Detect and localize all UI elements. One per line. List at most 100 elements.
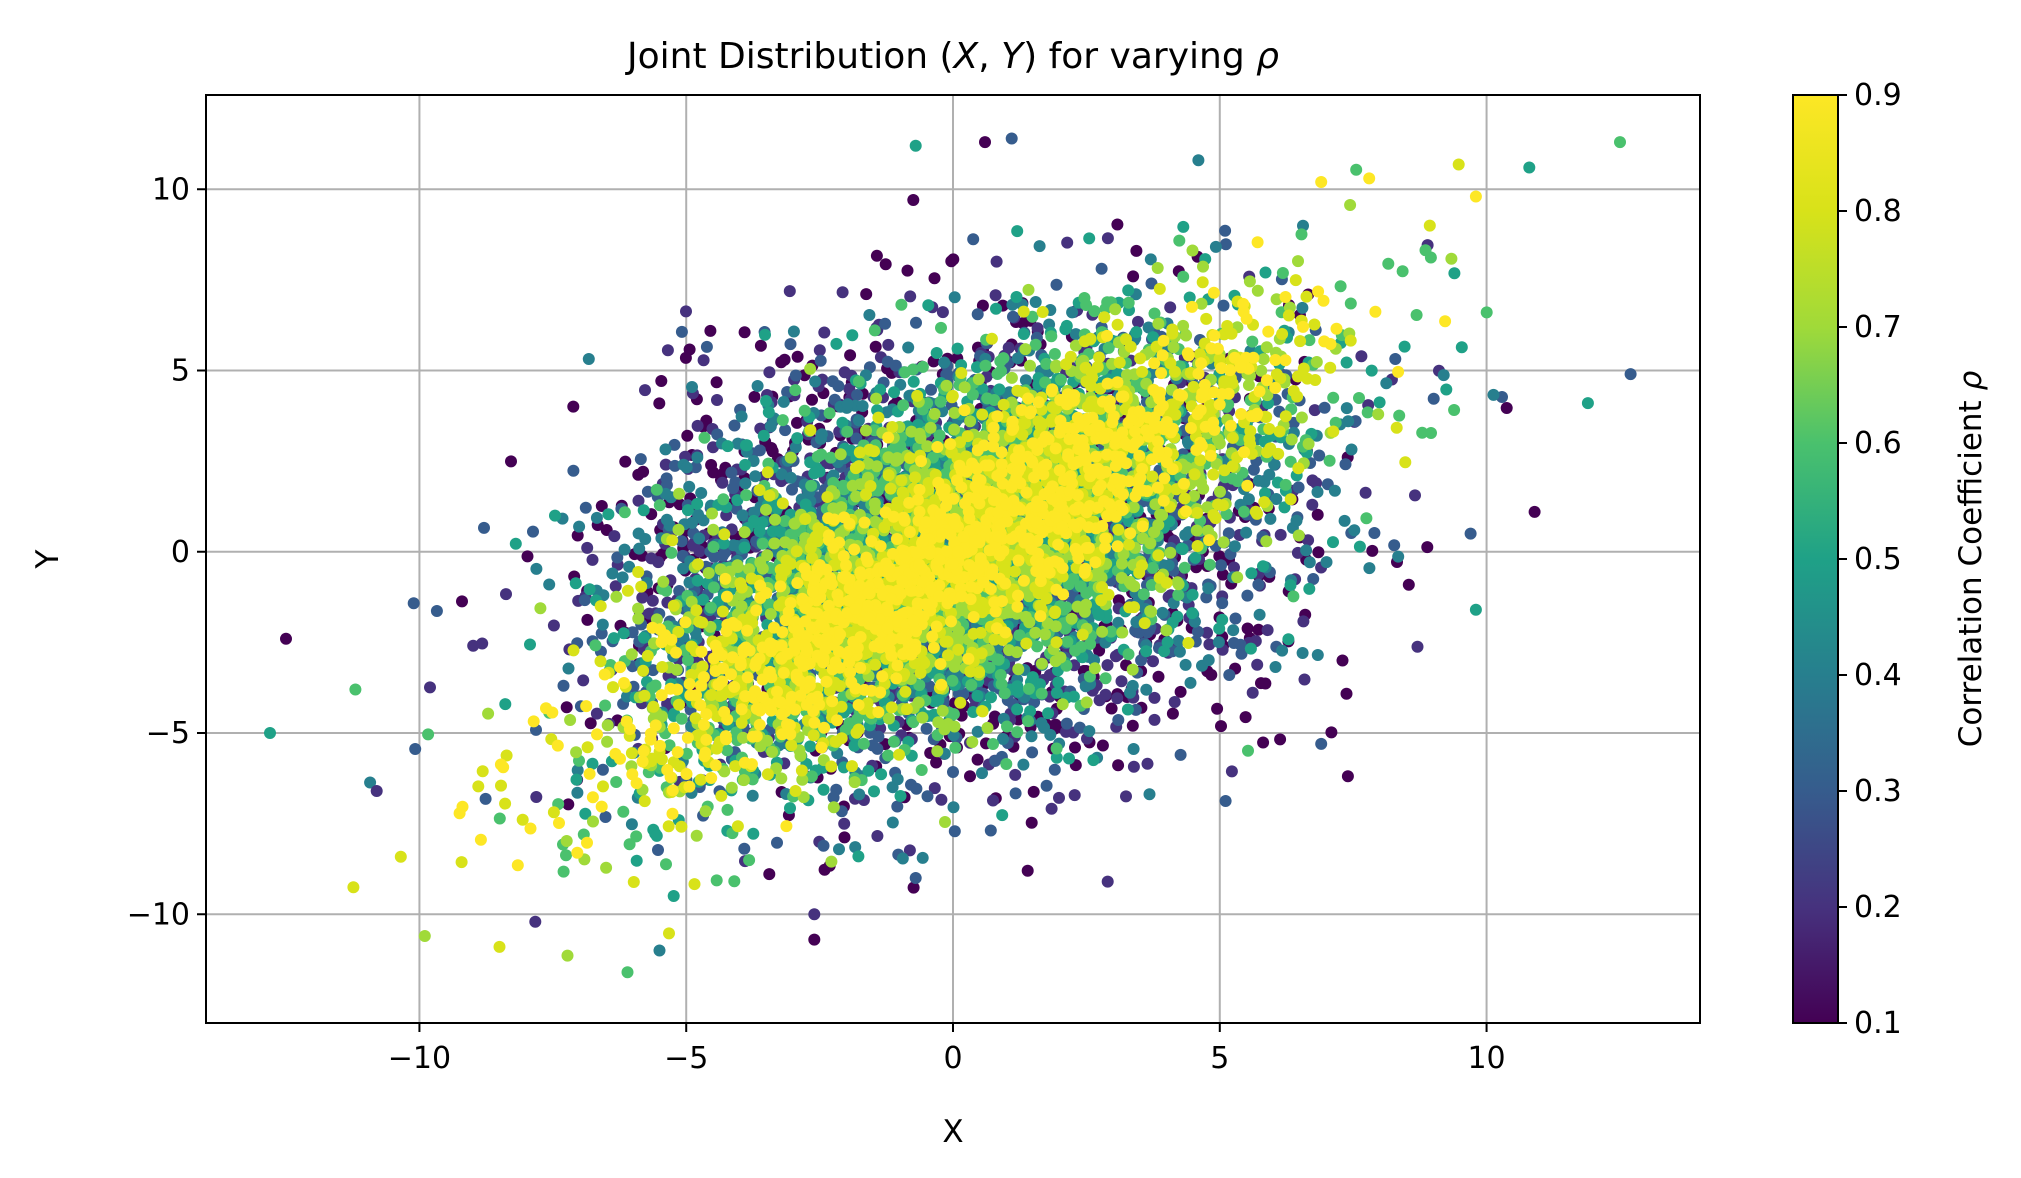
scatter-point [809, 375, 822, 388]
scatter-point [1251, 658, 1264, 671]
scatter-point [935, 793, 948, 806]
scatter-point [1173, 645, 1186, 658]
scatter-point [1252, 623, 1265, 636]
scatter-point [691, 574, 704, 587]
scatter-point [1328, 484, 1341, 497]
scatter-point [619, 455, 632, 468]
scatter-point [1122, 284, 1135, 297]
scatter-point [1019, 374, 1032, 387]
scatter-point [841, 398, 854, 411]
scatter-point [901, 264, 914, 277]
scatter-point [1487, 388, 1500, 401]
scatter-point [1227, 624, 1240, 637]
scatter-point [626, 626, 639, 639]
scatter-point [1011, 225, 1024, 238]
scatter-point [1228, 561, 1240, 574]
scatter-point [932, 694, 945, 707]
scatter-point [987, 794, 999, 807]
scatter-point [717, 537, 730, 550]
scatter-point [1140, 683, 1153, 696]
scatter-point [578, 594, 591, 607]
scatter-point [1112, 759, 1125, 772]
scatter-point [1033, 240, 1046, 253]
scatter-point [806, 393, 818, 406]
scatter-point [686, 381, 698, 393]
scatter-point [787, 325, 800, 338]
scatter-point [1310, 477, 1323, 490]
scatter-point [1007, 310, 1019, 323]
scatter-point [660, 513, 673, 526]
scatter-point [1112, 714, 1125, 726]
scatter-point [989, 754, 1002, 767]
scatter-point [668, 438, 681, 451]
scatter-point [789, 369, 802, 382]
scatter-point [1263, 468, 1276, 481]
scatter-point [1135, 654, 1148, 667]
scatter-point [951, 342, 964, 355]
scatter-point [1244, 642, 1257, 655]
scatter-point [1264, 512, 1277, 525]
scatter-point [1302, 534, 1315, 547]
scatter-point [945, 255, 958, 268]
scatter-point [791, 416, 803, 429]
scatter-point [1437, 369, 1450, 382]
scatter-point [590, 511, 603, 524]
scatter-point [659, 487, 672, 500]
scatter-point [653, 397, 666, 410]
scatter-point [1440, 383, 1453, 396]
scatter-point [618, 543, 631, 556]
scatter-point [659, 443, 672, 456]
scatter-point [505, 455, 517, 468]
scatter-point [596, 763, 609, 776]
scatter-point [1148, 713, 1161, 726]
scatter-point [1203, 638, 1216, 651]
scatter-point [746, 789, 759, 802]
scatter-point [910, 316, 922, 329]
scatter-point [1340, 356, 1353, 369]
scatter-point [1009, 787, 1022, 800]
scatter-point [697, 354, 710, 367]
scatter-point [786, 483, 798, 496]
scatter-point [1093, 694, 1106, 707]
scatter-point [930, 756, 943, 769]
scatter-point [1311, 508, 1324, 521]
scatter-point [916, 851, 929, 864]
scatter-point [759, 328, 771, 341]
scatter-point [1341, 770, 1354, 783]
scatter-point [871, 830, 884, 842]
scatter-point [971, 308, 984, 321]
scatter-point [1166, 707, 1179, 720]
scatter-point [1025, 730, 1038, 743]
scatter-point [1290, 514, 1303, 527]
scatter-point [1348, 524, 1361, 537]
scatter-point [1259, 677, 1272, 690]
scatter-point [584, 717, 597, 730]
scatter-point [921, 790, 934, 803]
scatter-point [1024, 705, 1037, 718]
scatter-point [606, 567, 619, 580]
scatter-point [1339, 458, 1352, 471]
scatter-point [748, 390, 761, 403]
scatter-point [1312, 546, 1325, 559]
scatter-point [1241, 589, 1254, 602]
scatter-point [882, 338, 895, 351]
scatter-point [1148, 691, 1161, 704]
scatter-point [625, 818, 638, 831]
scatter-point [569, 577, 582, 590]
scatter-point [1340, 402, 1353, 415]
scatter-point [409, 743, 422, 755]
scatter-point [602, 508, 615, 521]
scatter-point [661, 344, 674, 357]
scatter-point [1034, 678, 1046, 691]
scatter-point [547, 619, 560, 632]
scatter-point [639, 384, 651, 397]
scatter-point [1093, 644, 1106, 657]
scatter-point [985, 691, 997, 704]
scatter-point [1257, 736, 1270, 749]
scatter-point [888, 386, 900, 399]
scatter-point [1241, 622, 1254, 635]
scatter-point [617, 627, 630, 640]
scatter-point [875, 768, 888, 781]
scatter-point [1274, 733, 1287, 746]
scatter-point [753, 444, 766, 457]
